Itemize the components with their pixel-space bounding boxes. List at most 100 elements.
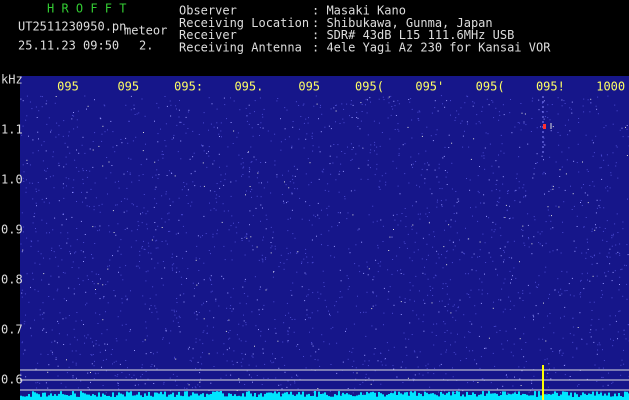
noise-dot xyxy=(117,382,119,384)
noise-dot xyxy=(536,153,538,155)
noise-dot xyxy=(156,351,158,353)
noise-dot xyxy=(503,250,505,251)
noise-dot xyxy=(473,138,475,140)
y-tick-label: 1.1 xyxy=(1,123,23,137)
noise-dot xyxy=(252,249,254,251)
noise-dot xyxy=(466,121,468,123)
noise-dot xyxy=(107,193,108,195)
noise-dot xyxy=(247,295,249,297)
noise-floor xyxy=(134,395,136,400)
noise-dot xyxy=(544,359,546,361)
noise-dot xyxy=(453,304,455,306)
noise-dot xyxy=(103,104,105,106)
noise-dot xyxy=(264,363,266,365)
noise-dot xyxy=(222,353,224,355)
noise-dot xyxy=(133,108,135,110)
noise-dot xyxy=(274,245,276,247)
noise-dot xyxy=(73,191,74,193)
noise-floor xyxy=(142,397,144,400)
noise-dot xyxy=(114,375,116,377)
noise-dot xyxy=(450,226,452,228)
noise-dot xyxy=(480,202,482,204)
noise-dot xyxy=(404,243,406,244)
noise-dot xyxy=(162,284,164,286)
noise-dot xyxy=(468,146,470,148)
noise-floor xyxy=(534,391,536,400)
noise-dot xyxy=(580,202,581,203)
noise-dot xyxy=(112,363,113,365)
noise-dot xyxy=(448,147,450,148)
noise-dot xyxy=(503,152,505,154)
noise-dot xyxy=(562,232,564,233)
noise-dot xyxy=(174,358,176,360)
noise-floor xyxy=(464,396,466,400)
noise-dot xyxy=(26,159,28,161)
noise-dot xyxy=(110,353,112,355)
noise-dot xyxy=(221,275,223,277)
noise-floor xyxy=(476,396,478,400)
noise-dot xyxy=(248,364,250,366)
noise-dot xyxy=(293,331,295,333)
noise-dot xyxy=(321,334,323,336)
noise-dot xyxy=(254,345,255,347)
noise-dot xyxy=(72,191,73,193)
noise-dot xyxy=(606,220,608,222)
noise-dot xyxy=(596,353,598,355)
noise-dot xyxy=(152,286,154,288)
noise-floor xyxy=(580,395,582,400)
noise-dot xyxy=(441,205,443,207)
noise-dot xyxy=(442,267,444,269)
noise-dot xyxy=(427,162,428,164)
noise-dot xyxy=(200,356,202,358)
noise-dot xyxy=(439,188,441,189)
noise-dot xyxy=(125,376,127,378)
noise-dot xyxy=(223,278,225,280)
noise-dot xyxy=(217,127,218,129)
noise-dot xyxy=(399,296,401,298)
noise-dot xyxy=(459,299,461,301)
noise-dot xyxy=(208,250,210,251)
noise-dot xyxy=(240,361,242,363)
noise-dot xyxy=(448,224,450,226)
noise-dot xyxy=(123,211,125,213)
noise-dot xyxy=(255,159,257,161)
noise-dot xyxy=(58,165,60,167)
noise-dot xyxy=(176,255,178,257)
noise-dot xyxy=(129,329,131,331)
noise-dot xyxy=(402,382,404,383)
noise-floor xyxy=(178,391,180,400)
noise-dot xyxy=(250,376,252,378)
noise-dot xyxy=(35,368,37,370)
noise-floor xyxy=(564,391,566,400)
noise-dot xyxy=(499,247,501,249)
noise-dot xyxy=(186,183,188,185)
noise-dot xyxy=(271,362,273,364)
noise-dot xyxy=(270,252,272,254)
noise-dot xyxy=(101,366,102,368)
noise-dot xyxy=(223,343,225,345)
noise-dot xyxy=(37,362,39,364)
noise-dot xyxy=(228,319,230,321)
noise-dot xyxy=(95,373,97,375)
noise-dot xyxy=(552,185,554,187)
noise-dot xyxy=(614,223,616,225)
noise-dot xyxy=(595,105,597,107)
noise-dot xyxy=(460,107,462,109)
noise-dot xyxy=(31,108,33,110)
noise-dot xyxy=(579,312,581,314)
noise-dot xyxy=(275,377,277,379)
noise-floor xyxy=(624,391,626,400)
noise-dot xyxy=(347,288,349,290)
noise-dot xyxy=(286,109,288,111)
noise-dot xyxy=(391,273,393,275)
noise-dot xyxy=(409,257,411,259)
noise-dot xyxy=(105,358,107,360)
noise-dot xyxy=(390,95,392,97)
noise-dot xyxy=(129,331,131,332)
noise-dot xyxy=(397,123,399,125)
noise-dot xyxy=(230,181,232,183)
noise-dot xyxy=(131,377,133,378)
noise-dot xyxy=(620,269,622,271)
noise-dot xyxy=(445,257,447,259)
noise-dot xyxy=(486,98,488,100)
